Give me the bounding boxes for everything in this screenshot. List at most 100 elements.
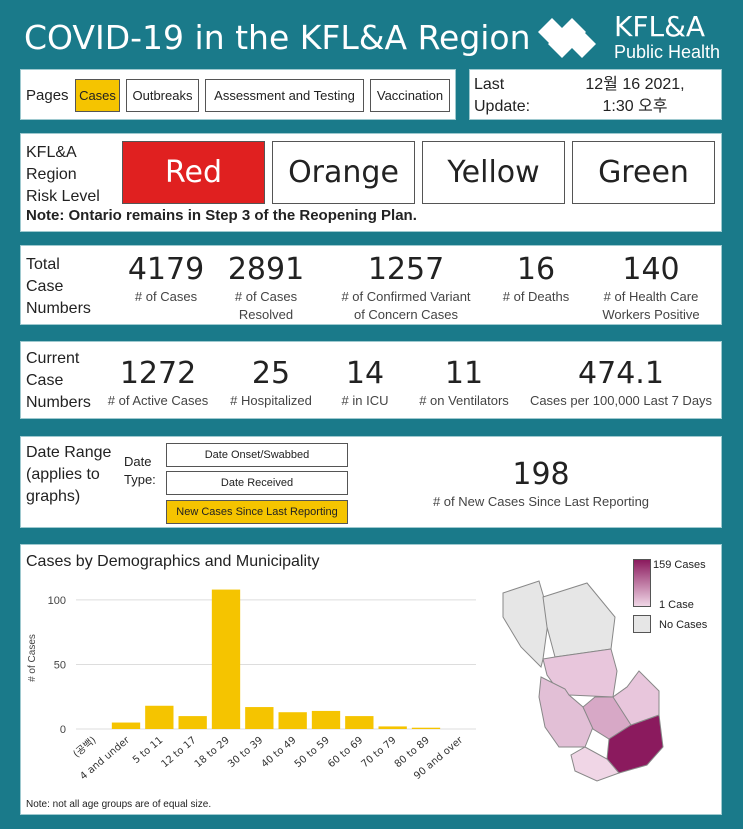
stat-deaths: 16 # of Deaths	[491, 252, 581, 306]
stat-ventilators: 11 # on Ventilators	[409, 356, 519, 410]
totals-label-1: Total	[26, 256, 60, 273]
total-case-numbers-panel: Total Case Numbers 4179 # of Cases 2891 …	[20, 245, 722, 325]
bar[interactable]	[411, 727, 441, 729]
stat-label: # of Deaths	[502, 289, 570, 304]
bar[interactable]	[378, 726, 407, 729]
stat-label: # on Ventilators	[419, 393, 509, 408]
tab-outbreaks[interactable]: Outbreaks	[126, 79, 199, 112]
stat-hospitalized: 25 # Hospitalized	[221, 356, 321, 410]
last-update-label-1: Last	[474, 76, 505, 93]
demographics-panel: Cases by Demographics and Municipality 0…	[20, 544, 722, 815]
stat-label: # of Active Cases	[107, 393, 209, 408]
current-label-3: Numbers	[26, 394, 91, 411]
stat-value: 1257	[367, 252, 445, 287]
date-range-title-3: graphs)	[26, 488, 81, 505]
stat-value: 140	[622, 252, 680, 287]
date-onset-button[interactable]: Date Onset/Swabbed	[166, 443, 348, 467]
risk-label-3: Risk Level	[26, 188, 100, 205]
stat-label: # in ICU	[341, 393, 389, 408]
risk-level-panel: KFL&A Region Risk Level Red Orange Yello…	[20, 133, 722, 232]
reopening-note: Note: Ontario remains in Step 3 of the R…	[26, 207, 417, 224]
bar[interactable]	[311, 710, 341, 729]
stat-cases-resolved: 2891 # of Cases Resolved	[211, 252, 321, 324]
bar[interactable]	[278, 712, 307, 729]
map-region-north-west[interactable]	[502, 580, 550, 668]
stat-label-2: of Concern Cases	[353, 307, 459, 322]
stat-value: 25	[251, 356, 291, 391]
map-region-islands[interactable]	[570, 746, 620, 782]
risk-level-red[interactable]: Red	[122, 141, 265, 204]
x-tick-label: 30 to 39	[226, 735, 265, 770]
stat-label-2: Workers Positive	[602, 307, 700, 322]
stat-label: # of Cases	[134, 289, 198, 304]
x-tick-label: 70 to 79	[359, 735, 398, 770]
x-tick-label: 50 to 59	[293, 735, 332, 770]
stat-label-2: Resolved	[238, 307, 294, 322]
bar[interactable]	[145, 705, 174, 729]
tab-cases[interactable]: Cases	[75, 79, 120, 112]
stat-total-cases: 4179 # of Cases	[106, 252, 226, 306]
stat-variant-cases: 1257 # of Confirmed Variant of Concern C…	[321, 252, 491, 324]
totals-label-3: Numbers	[26, 300, 91, 317]
logo-main-text: KFL&A	[614, 10, 706, 43]
stat-health-care-workers: 140 # of Health Care Workers Positive	[586, 252, 716, 324]
map-region-north-east[interactable]	[542, 582, 616, 658]
x-tick-label: 40 to 49	[259, 735, 298, 770]
x-tick-label: 18 to 29	[193, 735, 232, 770]
bar[interactable]	[178, 716, 207, 729]
municipality-map	[502, 580, 664, 782]
risk-label-2: Region	[26, 166, 77, 183]
date-range-title-1: Date Range	[26, 444, 112, 461]
stat-label: # Hospitalized	[230, 393, 312, 408]
tab-vaccination[interactable]: Vaccination	[370, 79, 450, 112]
risk-level-orange[interactable]: Orange	[272, 141, 415, 204]
new-cases-since-reporting-button[interactable]: New Cases Since Last Reporting	[166, 500, 348, 524]
stat-new-cases: 198 # of New Cases Since Last Reporting	[391, 457, 691, 511]
age-group-note: Note: not all age groups are of equal si…	[26, 799, 212, 810]
x-tick-label: 60 to 69	[326, 735, 365, 770]
stat-value: 1272	[119, 356, 197, 391]
bar[interactable]	[111, 722, 141, 729]
stat-value: 2891	[227, 252, 305, 287]
stat-icu: 14 # in ICU	[321, 356, 409, 410]
stat-value: 16	[516, 252, 556, 287]
stat-label: # of Confirmed Variant	[341, 289, 471, 304]
date-type-label-2: Type:	[124, 472, 156, 487]
risk-level-yellow[interactable]: Yellow	[422, 141, 565, 204]
x-tick-label: (공백)	[71, 734, 99, 760]
bar[interactable]	[211, 589, 241, 729]
date-range-panel: Date Range (applies to graphs) Date Type…	[20, 436, 722, 528]
tab-assessment-testing[interactable]: Assessment and Testing	[205, 79, 364, 112]
date-received-button[interactable]: Date Received	[166, 471, 348, 495]
bar[interactable]	[245, 707, 274, 729]
stat-cases-per-100k: 474.1 Cases per 100,000 Last 7 Days	[521, 356, 721, 410]
legend-no-cases-swatch	[633, 615, 651, 633]
stat-active-cases: 1272 # of Active Cases	[103, 356, 213, 410]
logo-sub-text: Public Health	[614, 42, 721, 62]
page-title: COVID-19 in the KFL&A Region	[24, 18, 531, 57]
last-update-date: 12월 16 2021,	[585, 76, 685, 93]
map-region-south-west[interactable]	[538, 676, 594, 748]
stat-label: # of New Cases Since Last Reporting	[432, 494, 650, 509]
stat-value: 198	[512, 457, 570, 492]
y-tick-label: 0	[60, 724, 66, 736]
current-label-1: Current	[26, 350, 80, 367]
stat-label: # of Cases	[234, 289, 298, 304]
bar[interactable]	[345, 716, 374, 729]
kfla-logo: KFL&A Public Health	[532, 12, 732, 64]
current-case-numbers-panel: Current Case Numbers 1272 # of Active Ca…	[20, 341, 722, 419]
last-update-label-2: Update:	[474, 98, 531, 115]
map-region-east[interactable]	[612, 670, 660, 726]
legend-no-cases-label: No Cases	[659, 619, 708, 631]
y-axis-label: # of Cases	[27, 634, 38, 682]
current-label-2: Case	[26, 372, 64, 389]
y-tick-label: 50	[54, 659, 66, 671]
stat-value: 14	[345, 356, 385, 391]
chart-title: Cases by Demographics and Municipality	[26, 553, 320, 570]
pages-label: Pages	[26, 87, 69, 104]
legend-min-label: 1 Case	[659, 599, 694, 611]
pages-nav: Pages Cases Outbreaks Assessment and Tes…	[20, 69, 456, 120]
risk-level-green[interactable]: Green	[572, 141, 715, 204]
diamond-logo-icon	[538, 18, 596, 58]
